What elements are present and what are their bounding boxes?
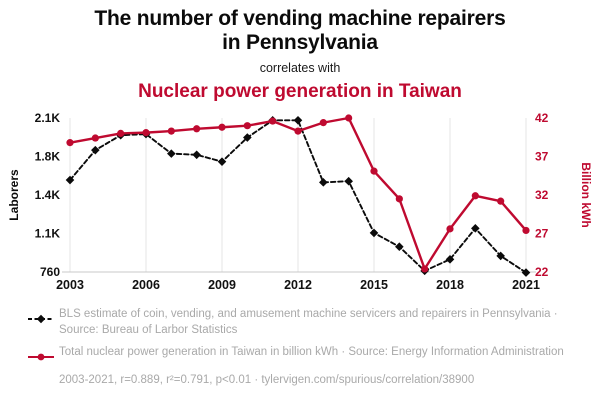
chart-canvas: 760 1.1K 1.4K 1.8K 2.1K 22 27 32 37 42 2003 2006 200… bbox=[35, 111, 549, 292]
svg-text:1.1K: 1.1K bbox=[35, 227, 61, 241]
svg-text:32: 32 bbox=[535, 188, 549, 202]
legend-row-black-series: BLS estimate of coin, vending, and amuse… bbox=[28, 307, 600, 338]
title-taiwan-series: Nuclear power generation in Taiwan bbox=[138, 81, 462, 103]
svg-text:2021: 2021 bbox=[512, 278, 540, 292]
svg-text:2009: 2009 bbox=[208, 278, 236, 292]
footer-citation: 2003-2021, r=0.889, r²=0.791, p<0.01 · t… bbox=[59, 374, 475, 386]
black-dashed-diamond-marker-icon bbox=[28, 311, 54, 329]
svg-text:27: 27 bbox=[535, 227, 549, 241]
svg-text:37: 37 bbox=[535, 150, 549, 164]
svg-text:2018: 2018 bbox=[436, 278, 464, 292]
svg-text:2003: 2003 bbox=[56, 278, 84, 292]
svg-text:2015: 2015 bbox=[360, 278, 388, 292]
legend-row-red-series: Total nuclear power generation in Taiwan… bbox=[28, 345, 600, 367]
svg-text:1.4K: 1.4K bbox=[35, 188, 61, 202]
svg-text:1.8K: 1.8K bbox=[35, 150, 61, 164]
legend: BLS estimate of coin, vending, and amuse… bbox=[0, 307, 600, 367]
svg-text:2.1K: 2.1K bbox=[35, 111, 61, 125]
svg-text:760: 760 bbox=[40, 265, 60, 279]
y-axis-label-left: Laborers bbox=[7, 169, 21, 222]
svg-text:42: 42 bbox=[535, 111, 549, 125]
legend-text-black-series: BLS estimate of coin, vending, and amuse… bbox=[59, 308, 558, 336]
svg-text:22: 22 bbox=[535, 265, 549, 279]
red-line-circle-marker-icon bbox=[28, 349, 54, 367]
title-pennsylvania-series: The number of vending machine repairers … bbox=[94, 7, 506, 54]
chart-area: Laborers Billion kWh 760 1.1K 1.4K 1.8K 2.1K… bbox=[0, 106, 600, 301]
legend-text-red-series: Total nuclear power generation in Taiwan… bbox=[59, 346, 564, 358]
y-axis-label-right: Billion kWh bbox=[579, 162, 593, 229]
chart-header: The number of vending machine repairers … bbox=[0, 0, 600, 103]
correlates-with-text: correlates with bbox=[259, 61, 341, 76]
svg-text:2006: 2006 bbox=[132, 278, 160, 292]
svg-text:2012: 2012 bbox=[284, 278, 312, 292]
